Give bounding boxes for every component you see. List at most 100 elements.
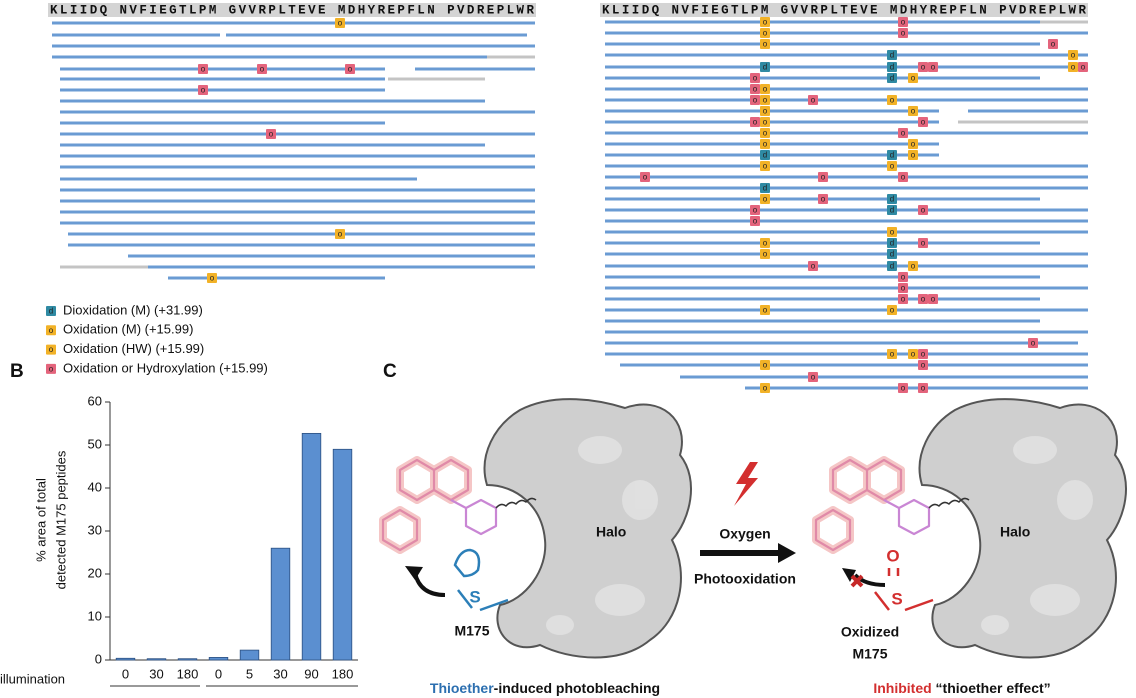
modification-marker	[1028, 338, 1038, 348]
modification-symbol: d	[890, 262, 894, 271]
y-tick-label: 40	[88, 479, 102, 494]
modification-marker	[1048, 39, 1058, 49]
modification-marker	[887, 261, 897, 271]
y-axis-label: % area of total	[33, 478, 48, 562]
modification-symbol: o	[901, 273, 906, 282]
modification-marker	[198, 64, 208, 74]
modification-symbol: d	[890, 51, 894, 60]
modification-marker	[46, 363, 56, 374]
modification-marker	[908, 150, 918, 160]
modification-symbol: o	[921, 206, 926, 215]
modification-marker	[808, 95, 818, 105]
modification-marker	[887, 305, 897, 315]
modification-marker	[928, 62, 938, 72]
modification-symbol: o	[890, 162, 895, 171]
modification-symbol: o	[753, 85, 758, 94]
caption-highlight: Inhibited	[873, 680, 931, 696]
bar	[177, 658, 198, 661]
protein-label: Halo	[596, 524, 626, 540]
modification-symbol: o	[901, 129, 906, 138]
modification-symbol: o	[753, 74, 758, 83]
bar	[146, 658, 167, 661]
modification-marker	[887, 73, 897, 83]
modification-marker	[908, 261, 918, 271]
modification-marker	[918, 383, 928, 393]
modification-marker	[760, 305, 770, 315]
modification-marker	[908, 73, 918, 83]
modification-symbol: o	[1071, 51, 1076, 60]
modification-marker	[918, 360, 928, 370]
modification-symbol: o	[201, 65, 206, 74]
y-tick-label: 50	[88, 436, 102, 451]
caption-highlight: Thioether	[430, 680, 494, 696]
modification-marker	[818, 172, 828, 182]
modification-symbol: o	[1031, 339, 1036, 348]
modification-marker	[918, 62, 928, 72]
modification-symbol: o	[49, 345, 54, 354]
modification-symbol: o	[49, 365, 54, 374]
caption-text: “thioether effect”	[932, 680, 1051, 696]
modification-symbol: o	[921, 239, 926, 248]
modification-marker	[887, 50, 897, 60]
modification-symbol: o	[643, 173, 648, 182]
modification-symbol: o	[753, 118, 758, 127]
modification-marker	[887, 227, 897, 237]
oxygen-atom: O	[886, 546, 899, 565]
modification-symbol: o	[921, 384, 926, 393]
modification-symbol: o	[763, 96, 768, 105]
modification-marker	[898, 172, 908, 182]
modification-symbol: d	[890, 250, 894, 259]
modification-symbol: o	[1071, 63, 1076, 72]
sulfur-atom: S	[469, 587, 480, 606]
modification-symbol: o	[821, 195, 826, 204]
modification-symbol: o	[890, 228, 895, 237]
modification-symbol: o	[821, 173, 826, 182]
bar	[115, 657, 136, 661]
residue-label: Oxidized	[841, 624, 899, 640]
y-axis-label: detected M175 peptides	[53, 450, 68, 589]
modification-marker	[345, 64, 355, 74]
modification-symbol: o	[763, 118, 768, 127]
protein-label: Halo	[1000, 524, 1030, 540]
modification-symbol: o	[763, 29, 768, 38]
modification-symbol: o	[911, 350, 916, 359]
modification-marker	[928, 294, 938, 304]
modification-marker	[808, 261, 818, 271]
modification-marker	[908, 349, 918, 359]
x-tick-label: 30	[149, 666, 163, 681]
modification-marker	[918, 349, 928, 359]
modification-marker	[760, 17, 770, 27]
modification-marker	[898, 128, 908, 138]
modification-symbol: o	[921, 361, 926, 370]
x-tick-label: 30	[273, 666, 287, 681]
modification-symbol: o	[931, 63, 936, 72]
modification-marker	[898, 17, 908, 27]
modification-symbol: o	[890, 350, 895, 359]
modification-symbol: o	[911, 262, 916, 271]
modification-marker	[898, 28, 908, 38]
modification-symbol: o	[911, 151, 916, 160]
modification-marker	[887, 194, 897, 204]
modification-marker	[46, 344, 56, 355]
modification-symbol: o	[763, 162, 768, 171]
modification-symbol: o	[901, 18, 906, 27]
modification-symbol: d	[890, 239, 894, 248]
modification-marker	[1068, 62, 1078, 72]
modification-symbol: o	[49, 326, 54, 335]
modification-marker	[750, 117, 760, 127]
modification-marker	[918, 294, 928, 304]
modification-marker	[760, 106, 770, 116]
modification-marker	[760, 117, 770, 127]
modification-symbol: d	[890, 63, 894, 72]
caption: Thioether-induced photobleaching	[430, 680, 660, 696]
modification-marker	[887, 161, 897, 171]
modification-marker	[760, 28, 770, 38]
modification-marker	[908, 139, 918, 149]
y-tick-label: 30	[88, 522, 102, 537]
modification-symbol: d	[890, 195, 894, 204]
modification-marker	[760, 383, 770, 393]
bar	[301, 432, 322, 661]
modification-marker	[760, 139, 770, 149]
modification-symbol: o	[763, 40, 768, 49]
